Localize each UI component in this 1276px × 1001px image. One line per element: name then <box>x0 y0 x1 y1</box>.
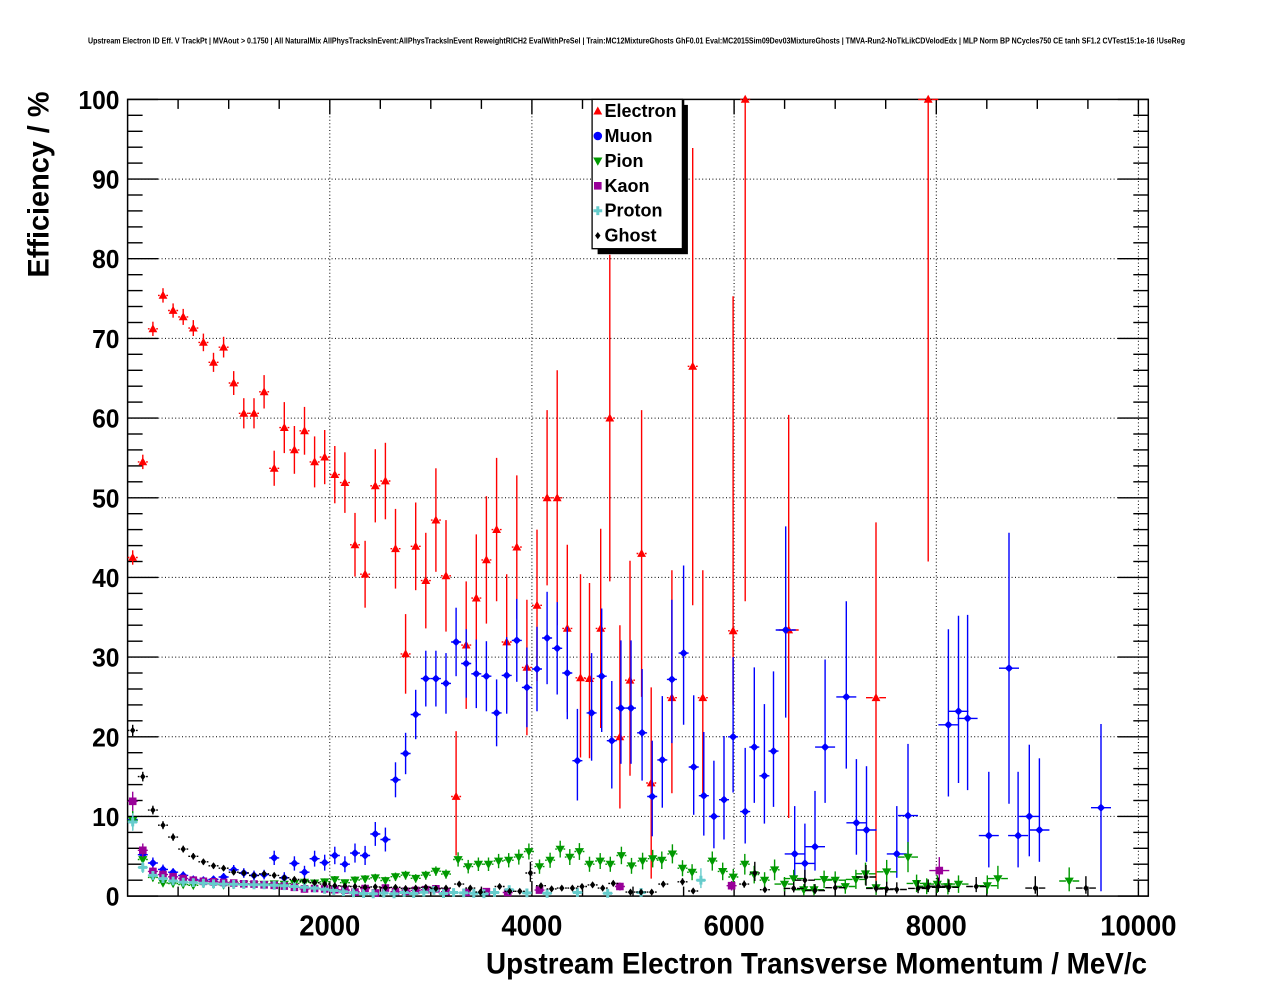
svg-text:10: 10 <box>92 804 119 832</box>
svg-text:100: 100 <box>78 87 119 115</box>
svg-text:Pion: Pion <box>605 151 644 171</box>
svg-text:Electron: Electron <box>605 101 677 121</box>
svg-text:Ghost: Ghost <box>605 226 657 246</box>
svg-text:0: 0 <box>106 884 120 912</box>
svg-text:6000: 6000 <box>704 911 765 943</box>
svg-text:Proton: Proton <box>605 201 663 221</box>
svg-text:Muon: Muon <box>605 126 653 146</box>
svg-text:Efficiency / %: Efficiency / % <box>23 92 56 278</box>
svg-text:90: 90 <box>92 167 119 195</box>
svg-text:30: 30 <box>92 645 119 673</box>
svg-text:40: 40 <box>92 565 119 593</box>
svg-text:4000: 4000 <box>501 911 562 943</box>
svg-text:Kaon: Kaon <box>605 176 650 196</box>
svg-text:70: 70 <box>92 326 119 354</box>
svg-text:20: 20 <box>92 724 119 752</box>
svg-text:8000: 8000 <box>906 911 967 943</box>
svg-text:2000: 2000 <box>299 911 360 943</box>
svg-text:10000: 10000 <box>1100 911 1176 943</box>
svg-text:50: 50 <box>92 485 119 513</box>
svg-text:Upstream Electron ID Eff. V Tr: Upstream Electron ID Eff. V TrackPt | MV… <box>88 36 1185 46</box>
svg-text:Upstream Electron Transverse M: Upstream Electron Transverse Momentum / … <box>486 948 1147 981</box>
svg-text:80: 80 <box>92 246 119 274</box>
svg-text:60: 60 <box>92 406 119 434</box>
